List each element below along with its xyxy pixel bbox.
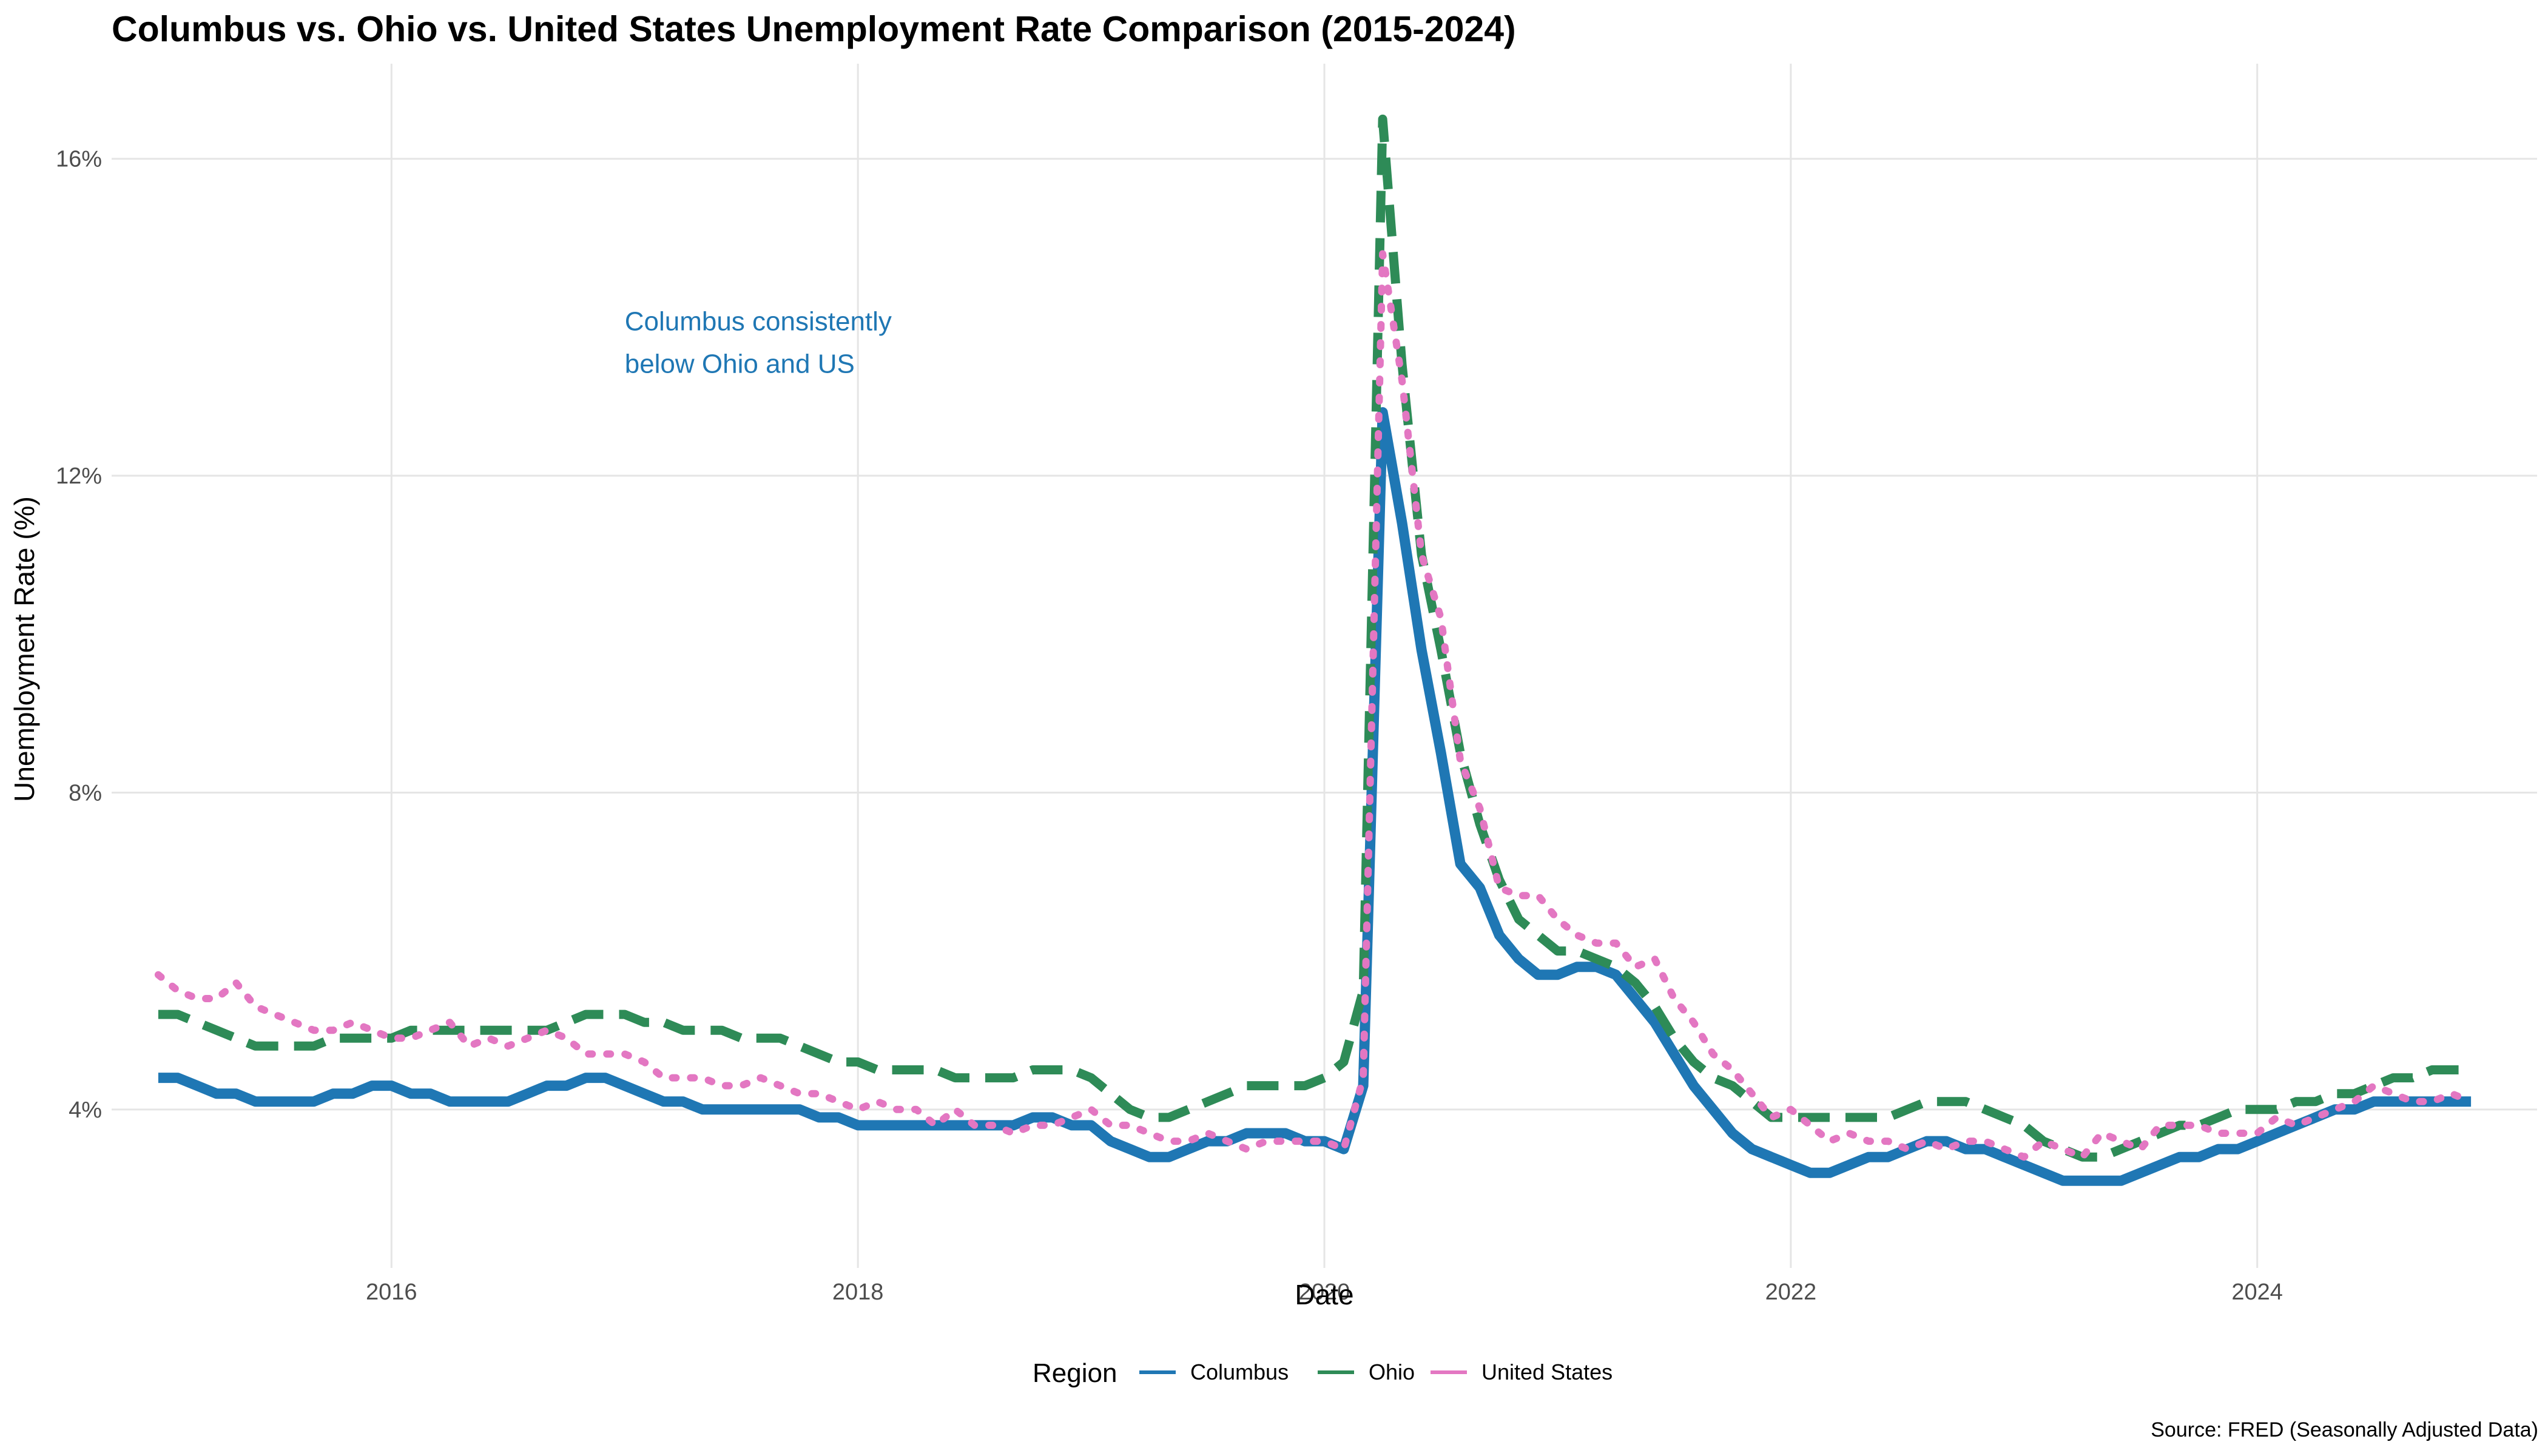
annotation-line-1: Columbus consistently [625, 306, 892, 336]
y-tick-label: 12% [56, 463, 102, 489]
legend-items: Columbus Ohio United States [1139, 1360, 1613, 1384]
legend: Region Columbus Ohio United States [1033, 1358, 1613, 1388]
x-tick-label: 2020 [1299, 1279, 1350, 1305]
x-tick-label: 2024 [2231, 1279, 2283, 1305]
y-tick-label: 16% [56, 147, 102, 172]
series-line-columbus [158, 407, 2472, 1186]
x-tick-label: 2018 [832, 1279, 884, 1305]
y-axis-title: Unemployment Rate (%) [8, 496, 40, 802]
legend-label: Ohio [1369, 1360, 1415, 1384]
chart-title: Columbus vs. Ohio vs. United States Unem… [112, 9, 1516, 49]
series-line-ohio [158, 114, 2472, 1162]
y-tick-label: 4% [69, 1097, 102, 1123]
grid-layer [112, 64, 2537, 1268]
chart-caption: Source: FRED (Seasonally Adjusted Data) [2151, 1418, 2538, 1441]
legend-label: Columbus [1190, 1360, 1289, 1384]
legend-title: Region [1033, 1358, 1117, 1388]
x-tick-label: 2022 [1765, 1279, 1817, 1305]
y-tick-label: 8% [69, 780, 102, 806]
axis-layer: 4% 8% 12% 16% 2016 2018 2020 2022 2024 [56, 147, 2283, 1305]
annotation-layer: Columbus consistently below Ohio and US [625, 306, 892, 379]
annotation-line-2: below Ohio and US [625, 349, 855, 379]
series-layer [154, 114, 2475, 1186]
legend-label: United States [1481, 1360, 1613, 1384]
x-axis-title: Date [1295, 1279, 1353, 1310]
series-line-united-states [154, 250, 2475, 1161]
x-tick-label: 2016 [366, 1279, 417, 1305]
